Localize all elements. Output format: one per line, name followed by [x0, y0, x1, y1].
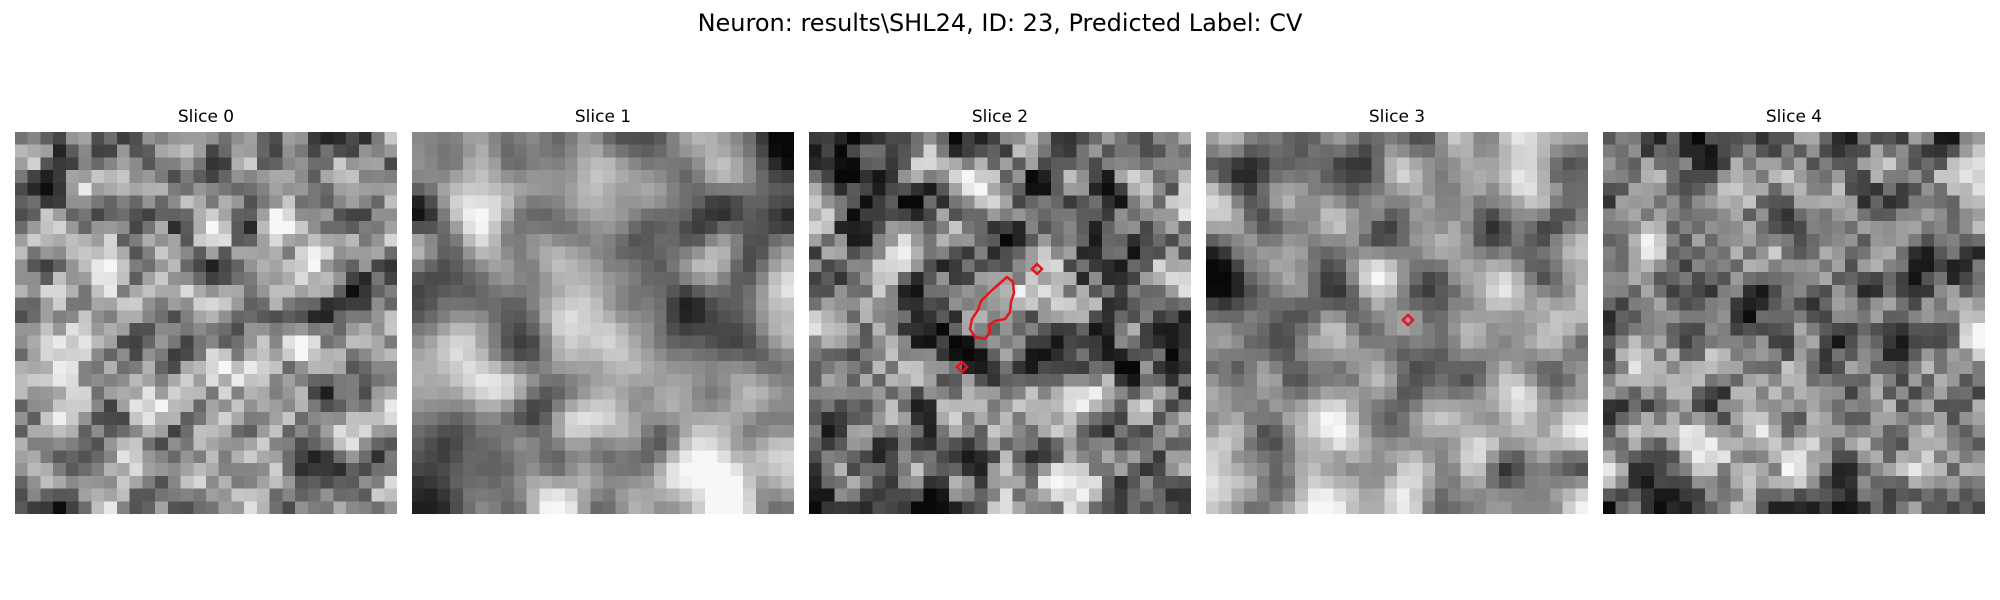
slice-image-4	[1603, 132, 1985, 514]
slice-panel-3: Slice 3	[1206, 106, 1588, 514]
slice-image-0	[15, 132, 397, 514]
slice-panel-0: Slice 0	[15, 106, 397, 514]
small-contour-b	[955, 360, 969, 374]
small-contour-a	[1030, 262, 1044, 276]
slice-title-0: Slice 0	[177, 107, 235, 127]
figure-title: Neuron: results\SHL24, ID: 23, Predicted…	[697, 9, 1303, 37]
slice-title-1: Slice 1	[574, 107, 632, 127]
slice-image-2	[809, 132, 1191, 514]
slice-image-1	[412, 132, 794, 514]
segmentation-overlay-3	[1401, 313, 1415, 327]
slice-panel-1: Slice 1	[412, 106, 794, 514]
small-contour-c	[1401, 313, 1415, 327]
slice-title-4: Slice 4	[1765, 107, 1823, 127]
slice-panel-4: Slice 4	[1603, 106, 1985, 514]
neuron-contour	[968, 275, 1016, 341]
segmentation-overlay-2	[955, 262, 1044, 374]
slice-title-2: Slice 2	[971, 107, 1029, 127]
slice-title-3: Slice 3	[1368, 107, 1426, 127]
slice-image-3	[1206, 132, 1588, 514]
slice-panel-2: Slice 2	[809, 106, 1191, 514]
